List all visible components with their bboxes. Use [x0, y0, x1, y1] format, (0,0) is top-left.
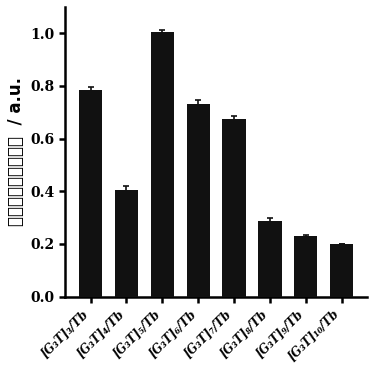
Bar: [330, 244, 353, 296]
Bar: [115, 190, 138, 296]
Bar: [151, 32, 174, 296]
Bar: [79, 90, 102, 296]
Y-axis label: 归一化的荧光强度値  / a.u.: 归一化的荧光强度値 / a.u.: [7, 77, 25, 226]
Bar: [187, 104, 210, 296]
Bar: [258, 222, 282, 296]
Bar: [223, 119, 246, 296]
Bar: [294, 236, 318, 296]
